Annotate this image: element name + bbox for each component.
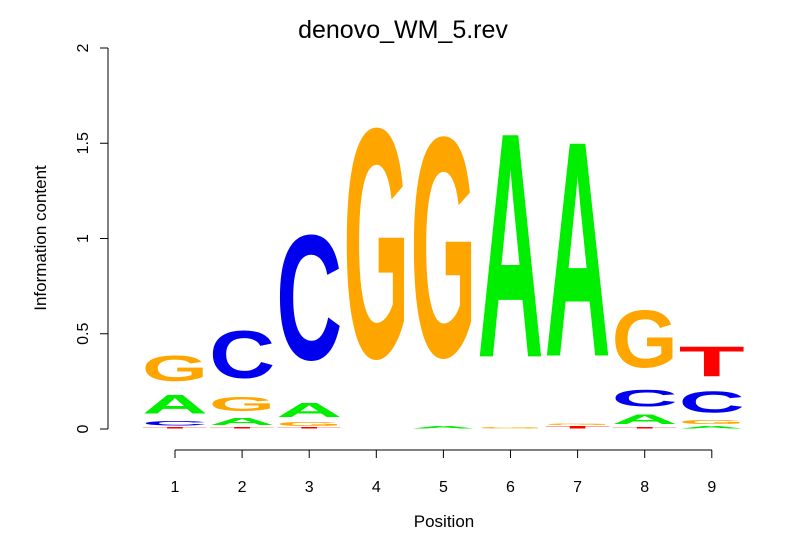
logo-letter-g-pos9: G	[679, 419, 745, 425]
logo-letter-t-pos3: T	[276, 427, 342, 429]
logo-letter-c-pos8: C	[612, 386, 678, 412]
logo-letter-g-pos6: G	[478, 427, 544, 429]
logo-letter-c-pos1: C	[142, 419, 208, 427]
logo-letter-t-pos7: T	[545, 425, 611, 429]
x-tick-label: 9	[707, 479, 716, 496]
y-tick-label: 1	[75, 234, 92, 243]
logo-letter-a-pos1: A	[142, 389, 208, 419]
logo-letter-a-pos7: A	[545, 78, 611, 422]
x-tick-label: 6	[506, 479, 515, 496]
logo-letter-a-pos5: A	[410, 425, 476, 429]
y-tick-label: 2	[75, 43, 92, 52]
x-axis-label: Position	[414, 512, 474, 531]
logo-letter-c-pos2: C	[209, 317, 275, 393]
logo-letter-t-pos8: T	[612, 427, 678, 429]
x-tick-label: 8	[640, 479, 649, 496]
logo-letter-t-pos9: T	[679, 338, 745, 385]
logo-letter-c-pos3: C	[276, 199, 342, 398]
y-axis-label: Information content	[31, 165, 50, 311]
logo-letter-g-pos1: G	[142, 349, 208, 389]
logo-letter-t-pos2: T	[209, 427, 275, 429]
logo-letter-a-pos8: A	[612, 412, 678, 427]
x-tick-label: 3	[305, 479, 314, 496]
logo-letter-g-pos7: G	[545, 423, 611, 425]
logo-letter-g-pos2: G	[209, 393, 275, 416]
y-ticks: 0 0.5 1 1.5 2	[75, 43, 108, 433]
logo-letter-g-pos3: G	[276, 421, 342, 427]
x-axis: 1 2 3 4 5 6 7 8 9	[171, 449, 716, 496]
chart-title: denovo_WM_5.rev	[298, 16, 508, 44]
logo-letter-g-pos8: G	[612, 294, 678, 385]
x-tick-label: 1	[171, 479, 180, 496]
x-tick-label: 4	[372, 479, 381, 496]
y-axis: 0 0.5 1 1.5 2	[75, 43, 109, 433]
x-tick-label: 7	[573, 479, 582, 496]
x-tick-label: 5	[439, 479, 448, 496]
logo-letter-a-pos3: A	[276, 399, 342, 422]
logo-letter-g-pos4: G	[343, 60, 409, 427]
logo-letter-g-pos5: G	[410, 71, 476, 423]
logo-letter-t-pos1: T	[142, 427, 208, 429]
logo-letter-c-pos9: C	[679, 385, 745, 419]
logo-letter-a-pos9: A	[679, 425, 745, 429]
x-ticks: 1 2 3 4 5 6 7 8 9	[171, 450, 716, 496]
y-tick-label: 0.5	[75, 323, 92, 345]
x-tick-label: 2	[238, 479, 247, 496]
logo-letter-a-pos6: A	[478, 67, 544, 426]
y-tick-label: 1.5	[75, 132, 92, 154]
y-tick-label: 0	[75, 424, 92, 433]
logo-letter-a-pos2: A	[209, 416, 275, 427]
